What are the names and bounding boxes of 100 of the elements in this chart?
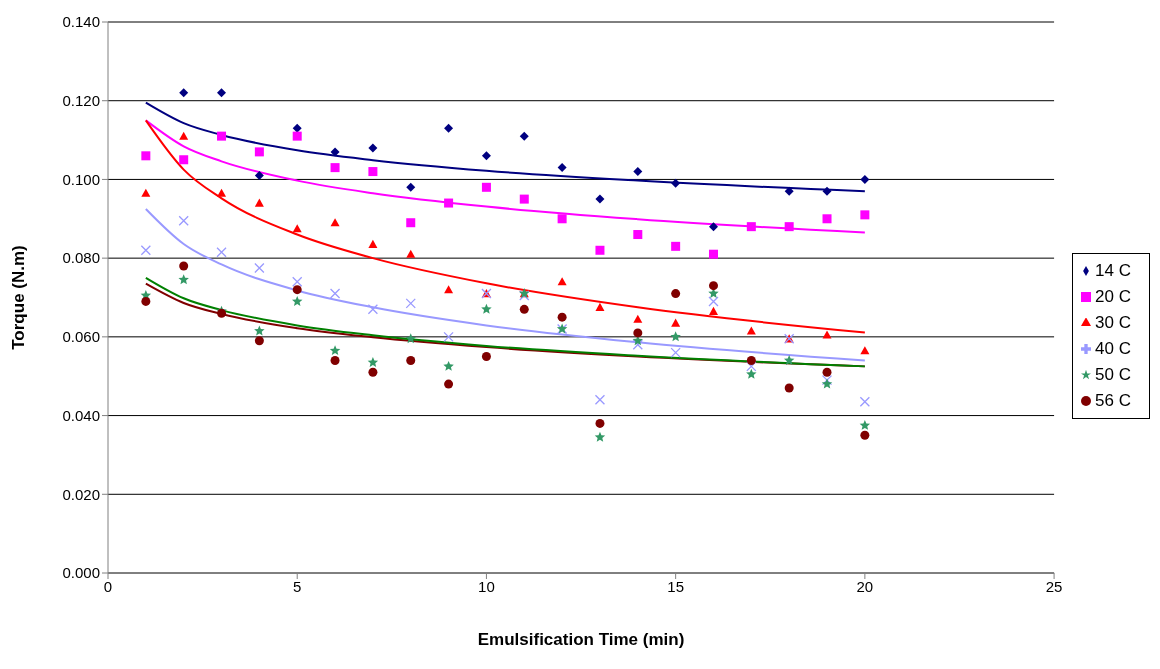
point [633, 328, 643, 338]
point [406, 355, 416, 365]
point [746, 222, 756, 232]
point [179, 88, 189, 98]
point [292, 123, 302, 133]
point [633, 230, 643, 240]
point [141, 296, 151, 306]
point [519, 131, 529, 141]
point [860, 430, 870, 440]
point [860, 174, 870, 184]
point [519, 194, 529, 204]
point [671, 241, 681, 251]
point [254, 325, 265, 336]
point [292, 276, 303, 287]
point [746, 368, 757, 379]
point [292, 131, 302, 141]
legend-label: 14 C [1095, 260, 1131, 280]
point [367, 304, 379, 315]
point [368, 167, 378, 177]
point [254, 170, 264, 180]
point [444, 123, 454, 133]
point [671, 178, 681, 188]
point [671, 289, 681, 299]
point [329, 345, 341, 356]
line-series [144, 119, 866, 334]
point [216, 247, 227, 258]
point [329, 288, 341, 299]
point [140, 245, 151, 256]
point [406, 182, 416, 192]
point [217, 131, 227, 141]
x-tick-label: 10 [478, 577, 495, 595]
point [406, 249, 416, 258]
point [178, 274, 189, 285]
point [860, 210, 870, 220]
point [784, 383, 794, 393]
point [746, 361, 757, 372]
point [859, 396, 871, 407]
line-series [144, 207, 866, 362]
point [368, 239, 378, 248]
point [330, 218, 340, 227]
point [783, 354, 795, 365]
point [822, 367, 832, 377]
point [708, 222, 718, 232]
point [708, 306, 718, 315]
point [708, 281, 718, 291]
legend-label: 40 C [1095, 338, 1131, 358]
x-tick-label: 5 [293, 577, 302, 595]
y-tick-label: 0.100 [62, 170, 100, 188]
x-tick-label: 25 [1045, 577, 1063, 595]
point [292, 285, 302, 295]
point [217, 88, 227, 98]
point [444, 379, 454, 389]
point [594, 394, 606, 405]
y-tick-label: 0.120 [62, 92, 100, 110]
point [254, 198, 264, 207]
point [443, 360, 454, 371]
point [481, 182, 491, 192]
point [784, 222, 794, 232]
point [595, 194, 605, 204]
point [481, 352, 491, 362]
point [141, 151, 151, 161]
point [292, 224, 302, 233]
point [708, 296, 719, 307]
point [860, 346, 870, 355]
point [254, 147, 264, 157]
y-tick-label: 0.060 [62, 328, 100, 346]
point [594, 431, 606, 442]
point [254, 336, 264, 346]
point [595, 245, 605, 255]
point [368, 367, 378, 377]
point [784, 186, 794, 196]
point [443, 331, 454, 343]
point [405, 298, 416, 309]
y-axis-title: Torque (N.m) [9, 245, 29, 350]
y-tick-label: 0.140 [62, 13, 100, 31]
point [746, 326, 756, 335]
point [481, 303, 492, 314]
legend-label: 20 C [1095, 286, 1131, 306]
point [557, 163, 567, 173]
point [178, 215, 189, 226]
point [406, 218, 416, 228]
point [368, 143, 378, 153]
point [330, 147, 340, 157]
y-tick-label: 0.080 [62, 249, 100, 267]
point [595, 302, 605, 311]
point [330, 163, 340, 173]
point [141, 188, 151, 197]
point [291, 295, 303, 306]
point [632, 339, 643, 350]
point [179, 261, 189, 271]
point [179, 155, 189, 165]
line-series [144, 101, 866, 193]
point [481, 151, 491, 161]
point [444, 198, 454, 208]
point [405, 333, 416, 344]
x-axis-title: Emulsification Time (min) [477, 630, 685, 649]
point [708, 249, 718, 259]
point [822, 186, 832, 196]
point [254, 262, 265, 274]
point [859, 419, 871, 430]
